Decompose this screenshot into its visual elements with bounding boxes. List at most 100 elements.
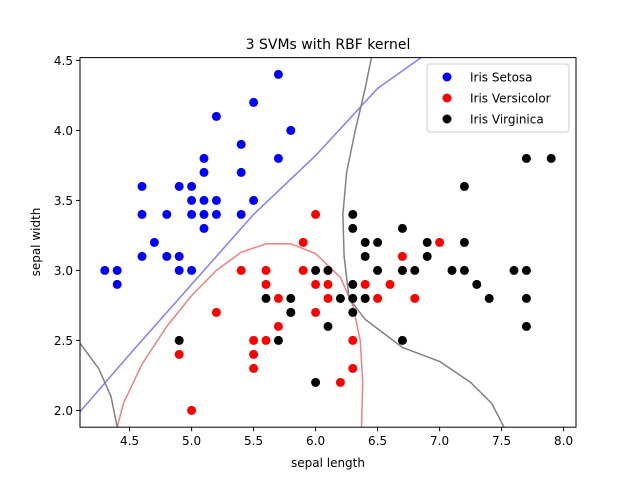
point-s0-14 — [187, 209, 197, 219]
point-s2-36 — [521, 321, 531, 331]
point-s1-21 — [335, 377, 345, 387]
point-s0-12 — [187, 181, 197, 191]
legend-label-1: Iris Versicolor — [470, 92, 551, 106]
point-s2-28 — [459, 237, 469, 247]
point-s2-19 — [373, 265, 383, 275]
point-s2-22 — [397, 335, 407, 345]
point-s2-34 — [521, 265, 531, 275]
point-s0-9 — [174, 181, 184, 191]
point-s1-7 — [261, 265, 271, 275]
point-s0-7 — [162, 209, 172, 219]
point-s1-15 — [311, 209, 321, 219]
point-s0-18 — [199, 195, 209, 205]
point-s2-20 — [397, 223, 407, 233]
point-s0-22 — [211, 195, 221, 205]
legend-box — [426, 63, 570, 133]
point-s1-23 — [348, 363, 358, 373]
x-tick-label-1: 5.0 — [182, 434, 201, 448]
x-tick-label-7: 8.0 — [554, 434, 573, 448]
point-s0-4 — [137, 209, 147, 219]
data-points — [100, 69, 556, 415]
boundary-line-2 — [80, 342, 118, 428]
y-tick-label-5: 4.5 — [54, 54, 73, 68]
chart-title: 3 SVMs with RBF kernel — [246, 37, 411, 53]
x-tick-label-3: 6.0 — [306, 434, 325, 448]
point-s2-15 — [360, 237, 370, 247]
point-s2-10 — [348, 209, 358, 219]
point-s2-13 — [348, 293, 358, 303]
x-tick-label-4: 6.5 — [368, 434, 387, 448]
point-s2-23 — [410, 265, 420, 275]
point-s1-14 — [298, 265, 308, 275]
point-s2-14 — [348, 307, 358, 317]
point-s1-2 — [211, 307, 221, 317]
x-tick-label-5: 7.0 — [430, 434, 449, 448]
point-s0-15 — [187, 265, 197, 275]
point-s0-26 — [236, 209, 246, 219]
point-s2-33 — [521, 153, 531, 163]
point-s2-0 — [174, 335, 184, 345]
point-s2-27 — [459, 181, 469, 191]
point-s0-27 — [249, 97, 259, 107]
point-s0-17 — [199, 167, 209, 177]
point-s2-6 — [311, 377, 321, 387]
point-s0-31 — [286, 125, 296, 135]
point-s1-19 — [323, 279, 333, 289]
point-s0-8 — [162, 251, 172, 261]
legend-label-2: Iris Virginica — [470, 113, 544, 127]
point-s1-22 — [348, 335, 358, 345]
point-s2-17 — [360, 293, 370, 303]
point-s1-4 — [249, 335, 259, 345]
legend-marker-0 — [442, 72, 452, 82]
point-s2-7 — [323, 265, 333, 275]
point-s2-4 — [286, 307, 296, 317]
plot-frame — [79, 57, 577, 428]
point-s2-11 — [348, 223, 358, 233]
x-tick-label-6: 7.5 — [492, 434, 511, 448]
point-s0-0 — [100, 265, 110, 275]
point-s2-24 — [422, 237, 432, 247]
y-tick-label-3: 3.5 — [54, 194, 73, 208]
y-tick-label-2: 3.0 — [54, 264, 73, 278]
point-s0-20 — [199, 223, 209, 233]
point-s1-10 — [273, 293, 283, 303]
point-s2-25 — [422, 251, 432, 261]
point-s2-37 — [546, 153, 556, 163]
point-s1-5 — [249, 349, 259, 359]
y-axis-ticks: 2.0 2.5 3.0 3.5 4.0 4.5 — [54, 54, 80, 418]
point-s0-29 — [273, 69, 283, 79]
point-s1-11 — [273, 321, 283, 331]
point-s2-35 — [521, 293, 531, 303]
point-s2-8 — [323, 321, 333, 331]
y-tick-label-4: 4.0 — [54, 124, 73, 138]
point-s2-12 — [348, 279, 358, 289]
boundary-line-0 — [80, 57, 422, 413]
point-s1-17 — [311, 307, 321, 317]
point-s2-5 — [311, 265, 321, 275]
point-s2-26 — [447, 265, 457, 275]
point-s1-24 — [360, 279, 370, 289]
legend-marker-2 — [442, 114, 452, 124]
point-s1-9 — [261, 335, 271, 345]
point-s1-28 — [397, 251, 407, 261]
point-s0-21 — [211, 111, 221, 121]
y-tick-label-0: 2.0 — [54, 404, 73, 418]
point-s1-6 — [249, 363, 259, 373]
point-s0-23 — [211, 209, 221, 219]
point-s0-30 — [273, 153, 283, 163]
point-s0-24 — [236, 139, 246, 149]
x-tick-label-0: 4.5 — [120, 434, 139, 448]
point-s0-11 — [174, 265, 184, 275]
point-s2-2 — [273, 335, 283, 345]
y-tick-label-1: 2.5 — [54, 334, 73, 348]
point-s0-28 — [249, 195, 259, 205]
point-s1-16 — [311, 279, 321, 289]
point-s2-3 — [286, 293, 296, 303]
point-s0-25 — [236, 167, 246, 177]
point-s1-20 — [323, 293, 333, 303]
point-s2-1 — [261, 293, 271, 303]
point-s2-29 — [459, 265, 469, 275]
point-s0-6 — [149, 237, 159, 247]
x-axis-label: sepal length — [291, 456, 365, 470]
point-s0-1 — [112, 265, 122, 275]
